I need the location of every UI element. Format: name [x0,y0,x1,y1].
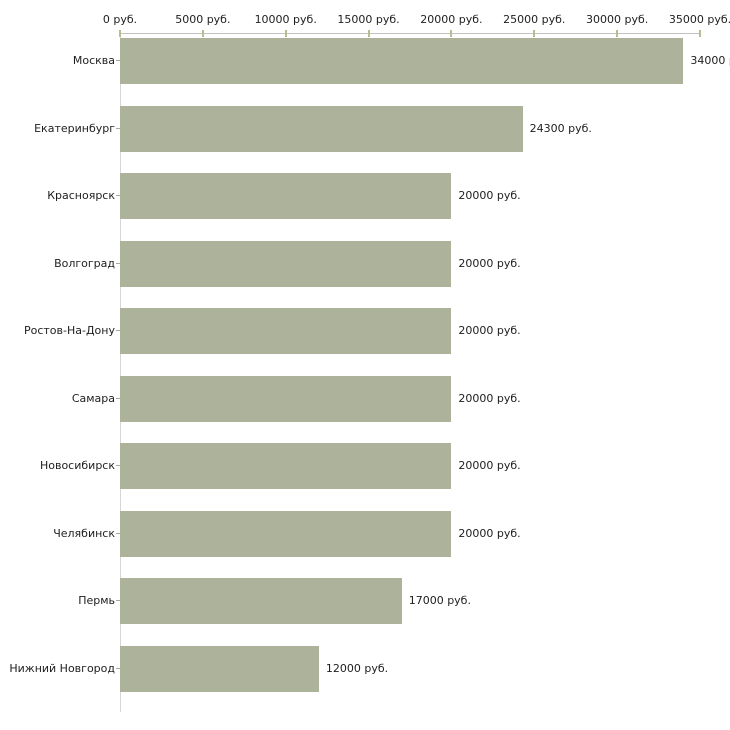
value-label: 20000 руб. [458,189,521,202]
value-label: 20000 руб. [458,459,521,472]
category-label: Челябинск [53,526,115,540]
y-axis-line [120,33,121,712]
bar [120,375,452,422]
value-label: 20000 руб. [458,526,521,540]
category-label: Красноярск [47,189,115,202]
x-axis-tick-label: 15000 руб. [337,13,400,26]
category-label: Пермь [78,594,115,607]
y-axis-tick [116,397,121,399]
x-axis-tick [699,30,701,37]
x-axis-tick [119,30,121,37]
category-label: Москва [72,54,115,67]
y-axis-tick [116,330,121,331]
value-label: 20000 руб. [458,391,521,405]
value-label: 17000 руб. [408,594,471,607]
category-label: Волгоград [54,256,115,270]
x-axis-tick [533,30,536,37]
bar [120,443,452,489]
bar [120,510,452,557]
category-label: Новосибирск [39,459,115,472]
category-label: Самара [71,391,115,405]
x-axis-tick-label: 35000 руб. [668,13,730,26]
y-axis-tick [116,667,121,669]
value-label: 24300 руб. [529,121,592,135]
x-axis-tick [616,30,619,37]
bar [120,645,319,692]
category-label: Ростов-На-Дону [23,324,115,337]
bar [120,38,684,84]
x-axis-tick [284,30,287,37]
y-axis-tick [116,195,121,196]
x-axis-tick-label: 5000 руб. [175,13,231,26]
x-axis-tick [201,30,204,37]
category-label: Нижний Новгород [9,661,115,675]
x-axis-tick [367,30,370,37]
x-axis-tick-label: 0 руб. [102,13,138,26]
x-axis-line [120,33,701,34]
bar [120,105,523,152]
value-label: 12000 руб. [325,661,389,675]
bar [120,173,452,219]
y-axis-tick [116,600,121,601]
y-axis-tick [116,60,121,61]
value-label: 34000 руб. [690,54,730,67]
y-axis-tick [116,465,121,466]
value-label: 20000 руб. [458,324,521,337]
x-axis-tick-label: 30000 руб. [586,13,649,26]
value-label: 20000 руб. [458,256,521,270]
bar [120,578,402,624]
x-axis-tick-label: 20000 руб. [420,13,483,26]
category-label: Екатеринбург [34,121,115,135]
y-axis-tick [116,127,121,129]
y-axis-tick [116,262,121,264]
y-axis-tick [116,532,121,534]
x-axis-tick-label: 10000 руб. [254,13,317,26]
x-axis-tick [450,30,453,37]
x-axis-tick-label: 25000 руб. [503,13,566,26]
bar [120,240,452,287]
bar [120,308,452,354]
